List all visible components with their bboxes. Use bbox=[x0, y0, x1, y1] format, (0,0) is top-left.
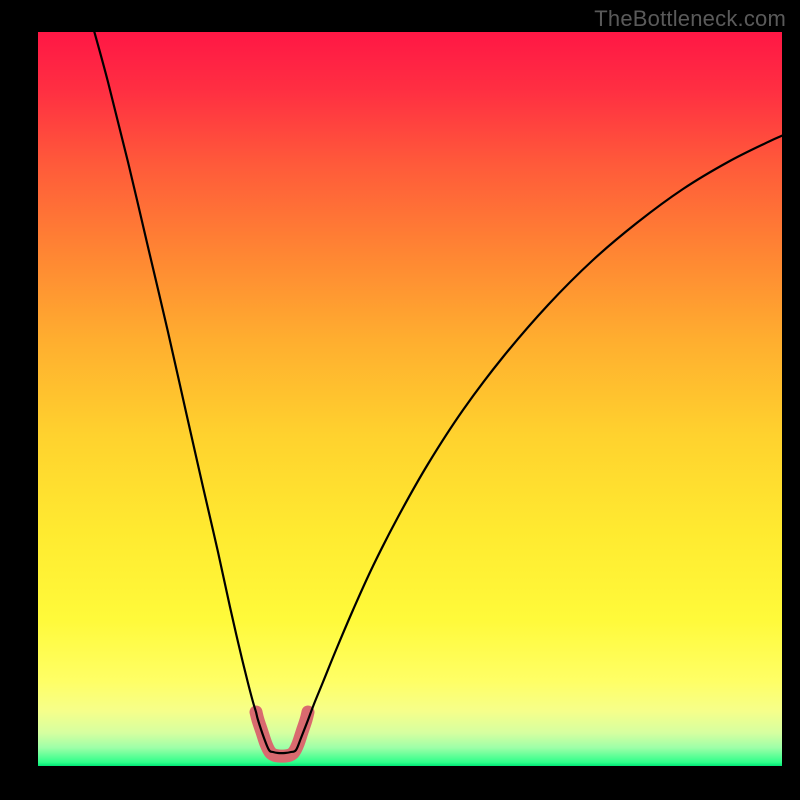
frame-right bbox=[782, 0, 800, 800]
frame-left bbox=[0, 0, 38, 800]
plot-area bbox=[38, 32, 782, 766]
background-gradient bbox=[38, 32, 782, 766]
watermark: TheBottleneck.com bbox=[594, 6, 786, 32]
frame-bottom bbox=[0, 766, 800, 800]
